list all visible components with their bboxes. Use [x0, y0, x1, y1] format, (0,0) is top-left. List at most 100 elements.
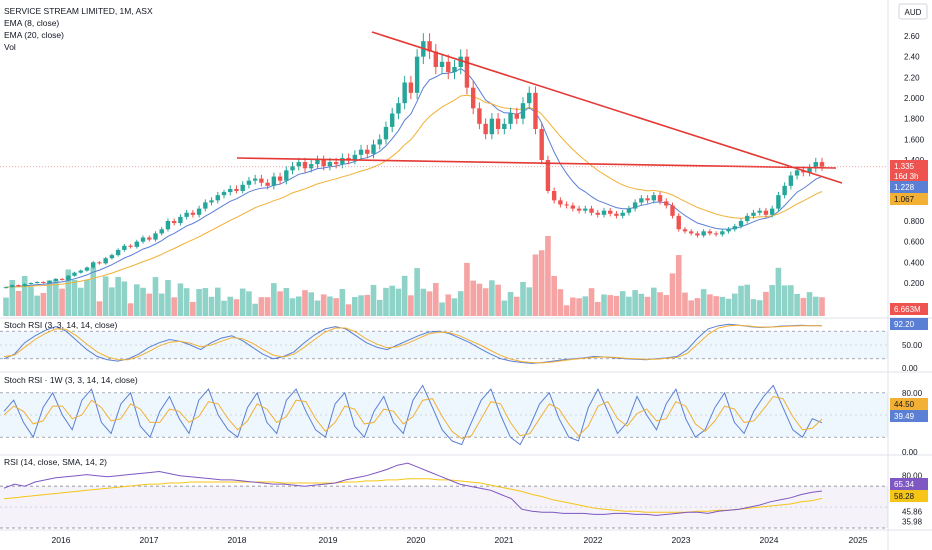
- candle-body[interactable]: [788, 175, 794, 186]
- candle-body[interactable]: [240, 184, 245, 191]
- candle-body[interactable]: [165, 221, 171, 230]
- candle-body[interactable]: [676, 215, 681, 230]
- candle-body[interactable]: [252, 178, 258, 181]
- candle-body[interactable]: [103, 258, 108, 264]
- candle-body[interactable]: [745, 215, 750, 221]
- candle-body[interactable]: [720, 231, 725, 235]
- candles[interactable]: [3, 33, 825, 289]
- candle-body[interactable]: [608, 210, 613, 214]
- candle-body[interactable]: [558, 200, 563, 205]
- candle-body[interactable]: [807, 168, 812, 173]
- candle-body[interactable]: [408, 82, 414, 93]
- candle-body[interactable]: [707, 231, 713, 234]
- candle-body[interactable]: [333, 162, 339, 165]
- candle-body[interactable]: [508, 113, 513, 124]
- candle-body[interactable]: [265, 182, 270, 186]
- candle-body[interactable]: [309, 164, 314, 169]
- candle-body[interactable]: [284, 170, 289, 181]
- candle-body[interactable]: [402, 82, 407, 104]
- candle-body[interactable]: [171, 221, 177, 224]
- candle-body[interactable]: [570, 205, 576, 209]
- candle-body[interactable]: [109, 255, 115, 259]
- candle-body[interactable]: [626, 208, 632, 213]
- descending-trendline[interactable]: [371, 31, 843, 184]
- candle-body[interactable]: [470, 87, 476, 109]
- candle-body[interactable]: [53, 278, 59, 281]
- candle-body[interactable]: [533, 92, 538, 129]
- candle-body[interactable]: [159, 229, 164, 234]
- candle-body[interactable]: [732, 226, 737, 230]
- candle-body[interactable]: [209, 200, 214, 203]
- candle-body[interactable]: [84, 267, 90, 271]
- candle-body[interactable]: [819, 162, 825, 167]
- candle-body[interactable]: [446, 61, 451, 73]
- candle-body[interactable]: [701, 231, 706, 236]
- candle-body[interactable]: [97, 262, 102, 264]
- candle-body[interactable]: [346, 157, 351, 160]
- candle-body[interactable]: [657, 195, 663, 202]
- candle-body[interactable]: [713, 233, 719, 235]
- candle-body[interactable]: [645, 198, 650, 201]
- candle-body[interactable]: [34, 281, 40, 283]
- candle-body[interactable]: [539, 129, 544, 160]
- candle-body[interactable]: [246, 180, 252, 185]
- currency-box[interactable]: [898, 3, 928, 20]
- volume-legend[interactable]: Vol: [4, 42, 16, 52]
- horizontal-trendline[interactable]: [236, 157, 837, 169]
- candle-body[interactable]: [215, 195, 220, 201]
- candle-body[interactable]: [726, 229, 731, 232]
- candle-body[interactable]: [203, 202, 208, 209]
- candle-body[interactable]: [576, 208, 582, 211]
- candle-body[interactable]: [813, 162, 818, 169]
- candle-body[interactable]: [290, 166, 295, 171]
- candle-body[interactable]: [16, 285, 21, 287]
- candle-body[interactable]: [10, 285, 15, 288]
- candle-body[interactable]: [794, 170, 800, 176]
- candle-body[interactable]: [695, 233, 700, 236]
- candle-body[interactable]: [178, 216, 183, 224]
- candle-body[interactable]: [396, 103, 401, 114]
- candle-body[interactable]: [91, 262, 96, 268]
- candle-body[interactable]: [664, 201, 669, 206]
- candle-body[interactable]: [769, 208, 775, 215]
- candle-body[interactable]: [688, 231, 694, 234]
- candle-body[interactable]: [614, 213, 619, 216]
- candle-body[interactable]: [483, 123, 488, 135]
- candle-body[interactable]: [564, 204, 569, 206]
- candle-body[interactable]: [639, 198, 644, 203]
- candle-body[interactable]: [302, 162, 308, 169]
- candle-body[interactable]: [72, 272, 77, 276]
- candle-body[interactable]: [414, 56, 420, 93]
- candle-body[interactable]: [682, 229, 688, 232]
- candle-body[interactable]: [358, 149, 364, 155]
- trendlines[interactable]: [0, 31, 888, 184]
- candle-body[interactable]: [452, 67, 457, 73]
- candle-body[interactable]: [477, 108, 482, 124]
- candle-body[interactable]: [371, 144, 376, 154]
- candle-body[interactable]: [190, 212, 196, 215]
- candle-body[interactable]: [433, 51, 439, 68]
- candle-body[interactable]: [589, 208, 594, 213]
- candle-body[interactable]: [234, 188, 239, 191]
- candle-body[interactable]: [601, 210, 607, 215]
- candle-body[interactable]: [365, 149, 370, 154]
- candle-body[interactable]: [527, 92, 532, 104]
- candle-body[interactable]: [122, 245, 127, 250]
- candle-body[interactable]: [221, 192, 227, 196]
- candle-body[interactable]: [651, 195, 657, 201]
- ema20-legend[interactable]: EMA (20, close): [4, 30, 64, 40]
- candle-body[interactable]: [259, 178, 264, 183]
- candle-body[interactable]: [551, 191, 557, 201]
- candle-body[interactable]: [632, 202, 638, 209]
- candle-body[interactable]: [196, 208, 202, 215]
- candle-body[interactable]: [520, 103, 526, 119]
- symbol-title[interactable]: SERVICE STREAM LIMITED, 1M, ASX: [4, 6, 153, 16]
- candle-body[interactable]: [389, 113, 395, 127]
- candle-body[interactable]: [502, 123, 507, 129]
- candle-body[interactable]: [670, 205, 675, 216]
- candle-body[interactable]: [22, 284, 27, 287]
- candle-body[interactable]: [757, 210, 762, 213]
- candle-body[interactable]: [383, 126, 389, 140]
- candle-body[interactable]: [751, 212, 756, 216]
